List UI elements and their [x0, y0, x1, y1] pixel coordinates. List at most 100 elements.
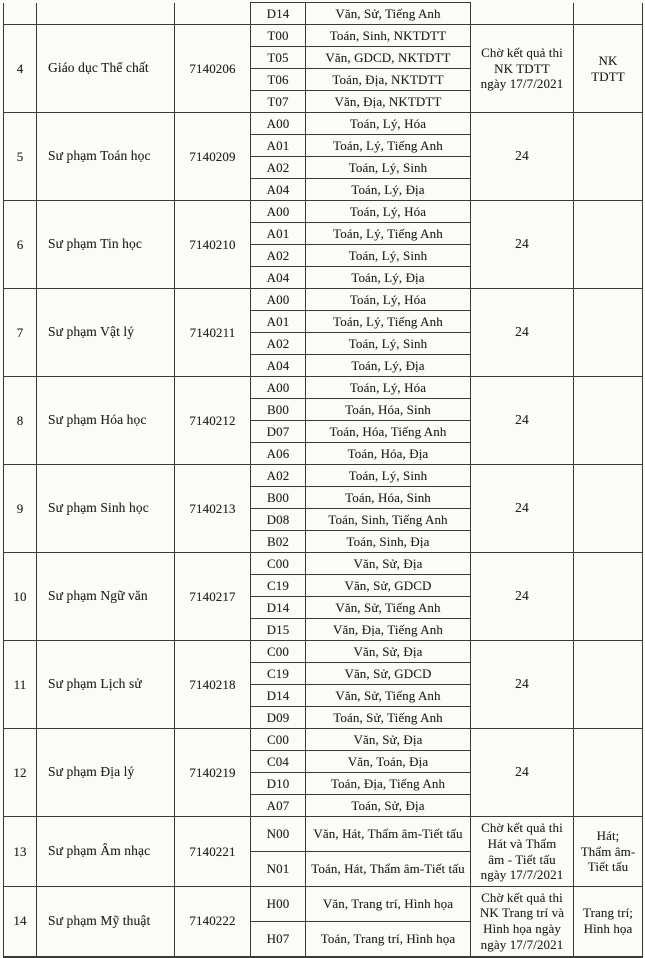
combo-row: N01 Toán, Hát, Thẩm âm-Tiết tấu — [4, 851, 643, 887]
stt-cell: 6 — [3, 200, 37, 289]
major-cell: Sư phạm Lịch sử — [36, 640, 175, 729]
note-cell — [573, 640, 643, 729]
combo-code-cell: C00 — [250, 728, 306, 751]
code-cell: 7140217 — [174, 552, 251, 641]
combo-row: A07 Toán, Sử, Địa — [4, 794, 643, 817]
combo-subjects-cell: Toán, Hát, Thẩm âm-Tiết tấu — [305, 851, 471, 887]
combo-subjects-cell: Toán, Địa, NKTDTT — [305, 68, 471, 91]
combo-row: T06 Toán, Địa, NKTDTT — [4, 68, 643, 91]
combo-subjects-cell: Toán, Hóa, Sinh — [305, 486, 471, 509]
stt-cell: 10 — [3, 552, 37, 641]
combo-code-cell: H00 — [250, 886, 306, 922]
stt-cell: 8 — [3, 376, 37, 465]
stt-cell — [3, 2, 37, 25]
code-cell: 7140206 — [174, 24, 251, 113]
combo-code-cell: D10 — [250, 772, 306, 795]
combo-subjects-cell: Toán, Lý, Sinh — [305, 156, 471, 179]
combo-code-cell: T05 — [250, 46, 306, 69]
combo-code-cell: D14 — [250, 596, 306, 619]
score-cell: 24 — [470, 640, 574, 729]
combo-row: A02 Toán, Lý, Sinh — [4, 156, 643, 179]
stt-cell: 11 — [3, 640, 37, 729]
combo-code-cell: C19 — [250, 662, 306, 685]
combo-row: 5 Sư phạm Toán học 7140209 A00 Toán, Lý, Hóa… — [3, 112, 643, 201]
combo-subjects-cell: Văn, Sử, Tiếng Anh — [305, 2, 471, 25]
combo-code-cell: A02 — [250, 156, 306, 179]
combo-code-cell: A04 — [250, 178, 306, 201]
combo-code-cell: C19 — [250, 574, 306, 597]
combo-subjects-cell: Văn, Sử, Địa — [305, 552, 471, 575]
combo-code-cell: A06 — [250, 442, 306, 465]
score-cell: Chờ kết quả thi Hát và Thẩm âm - Tiết tấ… — [470, 816, 574, 887]
combo-subjects-cell: Văn, Sử, GDCD — [305, 662, 471, 685]
combo-row: D14 Văn, Sử, Tiếng Anh — [4, 684, 643, 707]
combo-subjects-cell: Văn, Địa, NKTDTT — [305, 90, 471, 113]
major-cell: Sư phạm Tin học — [36, 200, 175, 289]
combo-subjects-cell: Toán, Lý, Tiếng Anh — [305, 310, 471, 333]
score-cell — [470, 2, 574, 25]
major-cell: Giáo dục Thể chất — [36, 24, 175, 113]
combo-subjects-cell: Toán, Lý, Hóa — [305, 376, 471, 399]
admissions-table: D14 Văn, Sử, Tiếng Anh 4 Giáo dục Thể chất 7… — [3, 2, 643, 958]
combo-row: D14 Văn, Sử, Tiếng Anh — [4, 596, 643, 619]
major-cell — [36, 2, 175, 25]
note-cell: NK TDTT — [573, 24, 643, 113]
table-row-partial: D14 Văn, Sử, Tiếng Anh — [3, 2, 643, 25]
combo-row: B00 Toán, Hóa, Sinh — [4, 398, 643, 421]
combo-code-cell: T07 — [250, 90, 306, 113]
combo-subjects-cell: Văn, Sử, Tiếng Anh — [305, 684, 471, 707]
score-cell: 24 — [470, 288, 574, 377]
combo-subjects-cell: Toán, Lý, Hóa — [305, 200, 471, 223]
major-cell: Sư phạm Ngữ văn — [36, 552, 175, 641]
major-cell: Sư phạm Mỹ thuật — [36, 886, 175, 957]
code-cell: 7140212 — [174, 376, 251, 465]
combo-code-cell: B00 — [250, 398, 306, 421]
major-cell: Sư phạm Vật lý — [36, 288, 175, 377]
combo-code-cell: A02 — [250, 332, 306, 355]
combo-code-cell: D08 — [250, 508, 306, 531]
score-cell: Chờ kết quả thi NK Trang trí và Hình họa… — [470, 886, 574, 957]
combo-subjects-cell: Văn, Hát, Thẩm âm-Tiết tấu — [305, 816, 471, 852]
combo-code-cell: C00 — [250, 640, 306, 663]
combo-subjects-cell: Toán, Hóa, Sinh — [305, 398, 471, 421]
combo-subjects-cell: Toán, Sinh, NKTDTT — [305, 24, 471, 47]
stt-cell: 12 — [3, 728, 37, 817]
combo-row: 12 Sư phạm Địa lý 7140219 C00 Văn, Sử, Địa 24 — [3, 728, 643, 817]
major-cell: Sư phạm Âm nhạc — [36, 816, 175, 887]
code-cell: 7140218 — [174, 640, 251, 729]
note-cell — [573, 288, 643, 377]
admissions-table-body: D14 Văn, Sử, Tiếng Anh 4 Giáo dục Thể chất 7… — [3, 2, 643, 957]
combo-row: C19 Văn, Sử, GDCD — [4, 574, 643, 597]
major-cell: Sư phạm Toán học — [36, 112, 175, 201]
score-cell: 24 — [470, 552, 574, 641]
combo-row: H07 Toán, Trang trí, Hình họa — [4, 921, 643, 957]
code-cell: 7140210 — [174, 200, 251, 289]
combo-subjects-cell: Toán, Lý, Hóa — [305, 112, 471, 135]
combo-subjects-cell: Văn, GDCD, NKTDTT — [305, 46, 471, 69]
combo-row: D08 Toán, Sinh, Tiếng Anh — [4, 508, 643, 531]
score-cell: 24 — [470, 376, 574, 465]
note-cell — [573, 464, 643, 553]
combo-row: A01 Toán, Lý, Tiếng Anh — [4, 310, 643, 333]
combo-code-cell: C00 — [250, 552, 306, 575]
code-cell — [174, 2, 251, 25]
combo-code-cell: A00 — [250, 376, 306, 399]
combo-code-cell: B02 — [250, 530, 306, 553]
combo-code-cell: D14 — [250, 684, 306, 707]
combo-subjects-cell: Toán, Lý, Sinh — [305, 244, 471, 267]
combo-code-cell: N00 — [250, 816, 306, 852]
combo-subjects-cell: Toán, Lý, Hóa — [305, 288, 471, 311]
combo-code-cell: A01 — [250, 134, 306, 157]
combo-code-cell: A00 — [250, 288, 306, 311]
combo-row: 4 Giáo dục Thể chất 7140206 T00 Toán, Sinh, … — [3, 24, 643, 113]
combo-subjects-cell: Toán, Lý, Địa — [305, 266, 471, 289]
combo-row: 9 Sư phạm Sinh học 7140213 A02 Toán, Lý, Sin… — [3, 464, 643, 553]
note-cell — [573, 2, 643, 25]
combo-row: 8 Sư phạm Hóa học 7140212 A00 Toán, Lý, Hóa 2… — [3, 376, 643, 465]
combo-code-cell: T00 — [250, 24, 306, 47]
code-cell: 7140209 — [174, 112, 251, 201]
combo-code-cell: A02 — [250, 464, 306, 487]
stt-cell: 9 — [3, 464, 37, 553]
stt-cell: 13 — [3, 816, 37, 887]
